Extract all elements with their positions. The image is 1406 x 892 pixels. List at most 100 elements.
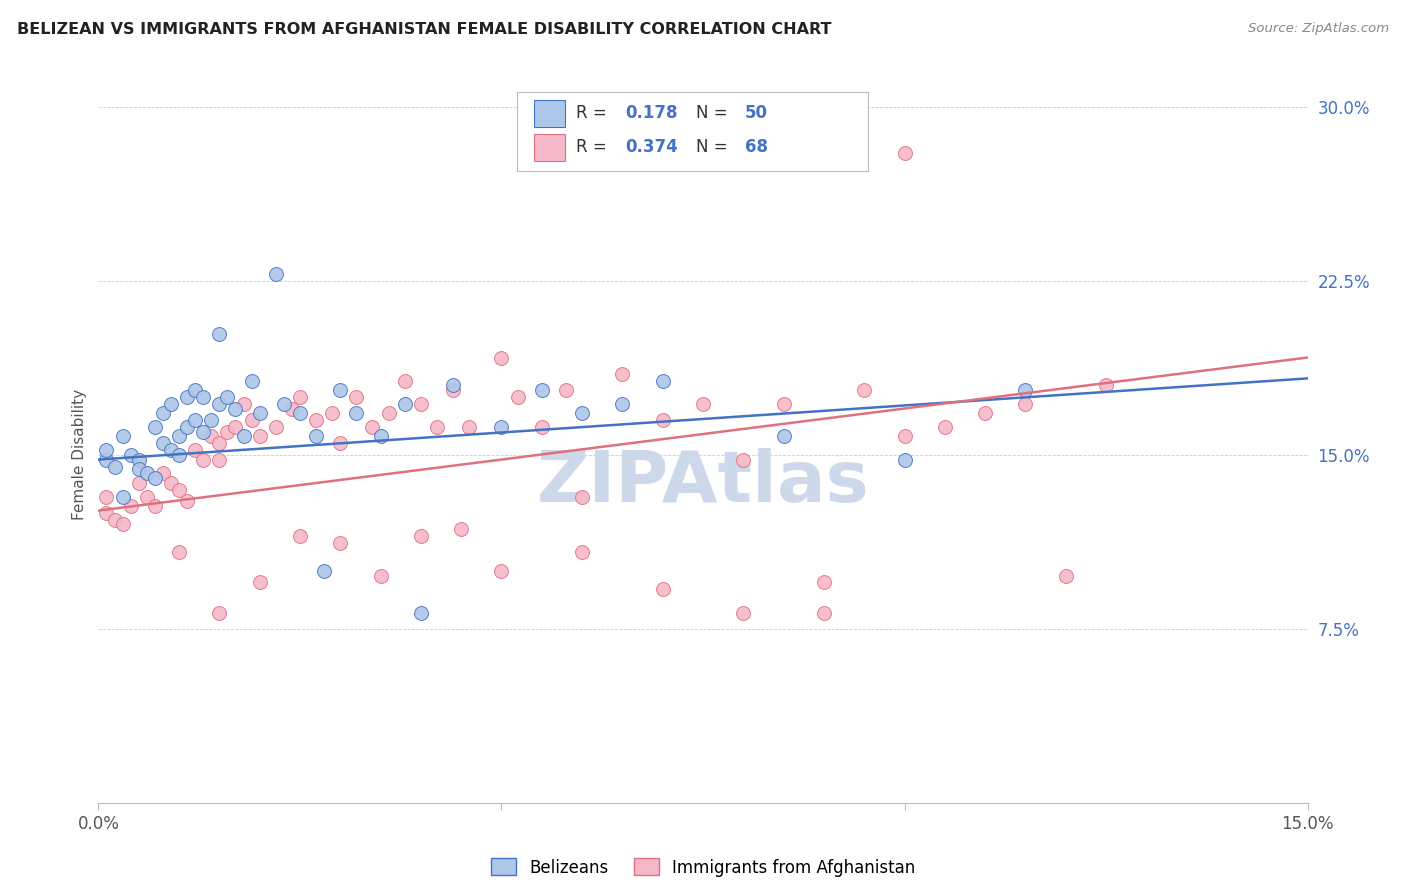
Point	[273, 397, 295, 411]
Text: R =: R =	[576, 104, 613, 122]
Text: R =: R =	[576, 138, 613, 156]
Point	[240, 374, 263, 388]
Point	[143, 420, 166, 434]
Point	[111, 490, 134, 504]
Point	[120, 448, 142, 462]
Point	[506, 390, 529, 404]
Point	[208, 397, 231, 411]
Point	[288, 529, 311, 543]
Point	[193, 425, 215, 439]
Text: Source: ZipAtlas.com: Source: ZipAtlas.com	[1249, 22, 1389, 36]
Point	[1095, 378, 1118, 392]
Point	[853, 383, 876, 397]
Point	[733, 452, 755, 467]
Point	[344, 406, 367, 420]
Point	[184, 443, 207, 458]
Point	[176, 420, 198, 434]
Point	[224, 401, 246, 416]
Point	[772, 429, 794, 443]
Point	[934, 420, 956, 434]
Point	[249, 429, 271, 443]
Point	[135, 467, 157, 481]
Point	[409, 397, 432, 411]
Point	[555, 383, 578, 397]
Point	[135, 490, 157, 504]
Point	[176, 390, 198, 404]
Point	[249, 575, 271, 590]
Point	[305, 429, 328, 443]
Point	[111, 429, 134, 443]
Point	[530, 420, 553, 434]
Point	[314, 564, 336, 578]
Point	[409, 529, 432, 543]
Point	[329, 436, 352, 450]
Point	[441, 383, 464, 397]
Point	[692, 397, 714, 411]
Point	[370, 568, 392, 582]
Point	[491, 564, 513, 578]
Point	[450, 522, 472, 536]
Point	[208, 452, 231, 467]
Text: N =: N =	[696, 104, 733, 122]
Point	[111, 517, 134, 532]
Point	[571, 490, 593, 504]
Point	[281, 401, 304, 416]
Point	[651, 374, 673, 388]
Point	[288, 406, 311, 420]
Point	[128, 475, 150, 490]
Point	[152, 467, 174, 481]
Point	[208, 436, 231, 450]
Point	[167, 545, 190, 559]
Point	[1054, 568, 1077, 582]
Point	[530, 383, 553, 397]
Point	[974, 406, 997, 420]
Text: ZIPAtlas: ZIPAtlas	[537, 449, 869, 517]
Text: 0.374: 0.374	[626, 138, 679, 156]
Legend: Belizeans, Immigrants from Afghanistan: Belizeans, Immigrants from Afghanistan	[482, 850, 924, 885]
Point	[329, 383, 352, 397]
Point	[264, 420, 287, 434]
Point	[96, 490, 118, 504]
Point	[329, 536, 352, 550]
Text: 50: 50	[745, 104, 768, 122]
Point	[152, 406, 174, 420]
Point	[733, 606, 755, 620]
Point	[571, 545, 593, 559]
Point	[409, 606, 432, 620]
Point	[184, 383, 207, 397]
Y-axis label: Female Disability: Female Disability	[72, 389, 87, 521]
Point	[208, 327, 231, 342]
Point	[176, 494, 198, 508]
Point	[184, 413, 207, 427]
Point	[160, 397, 183, 411]
Point	[224, 420, 246, 434]
Point	[370, 429, 392, 443]
Point	[120, 499, 142, 513]
Point	[128, 452, 150, 467]
Point	[217, 390, 239, 404]
Point	[103, 459, 125, 474]
Point	[96, 443, 118, 458]
Point	[1014, 397, 1036, 411]
Point	[128, 462, 150, 476]
Point	[288, 390, 311, 404]
Point	[426, 420, 449, 434]
Point	[491, 351, 513, 365]
Point	[361, 420, 384, 434]
Point	[217, 425, 239, 439]
Point	[167, 448, 190, 462]
Point	[394, 397, 416, 411]
Point	[103, 513, 125, 527]
Point	[612, 397, 634, 411]
Point	[458, 420, 481, 434]
Point	[232, 397, 254, 411]
Point	[813, 575, 835, 590]
Point	[96, 506, 118, 520]
Point	[160, 443, 183, 458]
Point	[200, 413, 222, 427]
Point	[394, 374, 416, 388]
Point	[232, 429, 254, 443]
Text: 68: 68	[745, 138, 768, 156]
Point	[441, 378, 464, 392]
Point	[143, 471, 166, 485]
